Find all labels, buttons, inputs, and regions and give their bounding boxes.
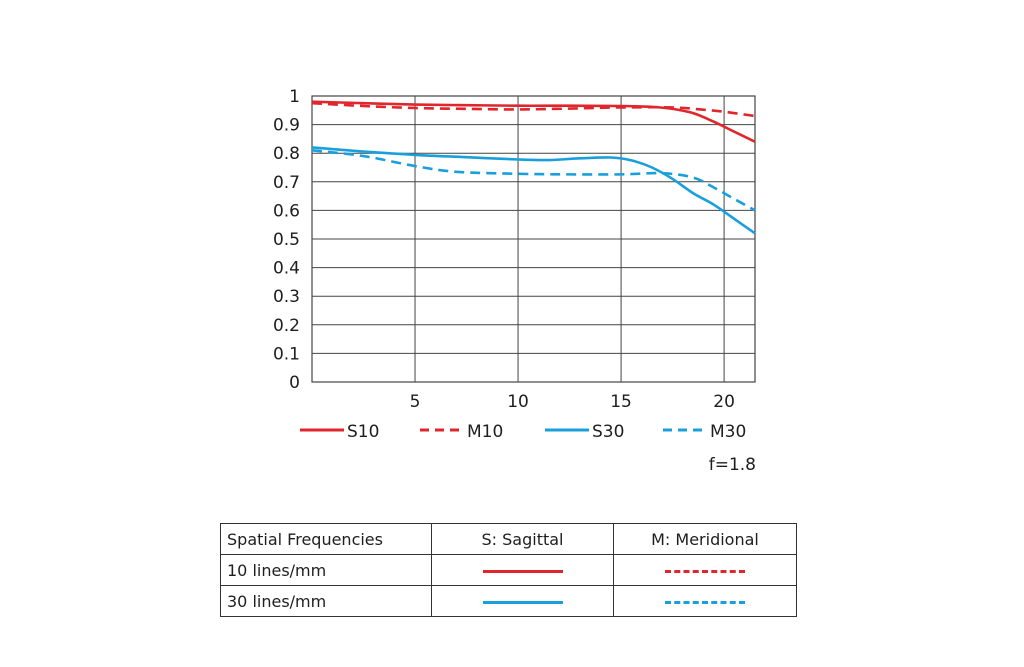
x-tick-labels: 5 10 15 20: [410, 392, 735, 412]
mtf-chart: 0 0.1 0.2 0.3 0.4 0.5 0.6 0.7 0.8 0.9 1 5 10 15 20 S1…: [273, 87, 756, 442]
legend-label: S10: [347, 422, 379, 442]
y-tick-label: 0.2: [273, 316, 300, 336]
meridional-10-swatch: [665, 569, 745, 573]
y-tick-label: 0.7: [273, 173, 300, 193]
chart-grid: [311, 95, 756, 383]
series-line-m10: [311, 101, 756, 118]
y-tick-label: 0: [289, 373, 300, 393]
y-tick-label: 0.1: [273, 344, 300, 364]
table-header-row: Spatial Frequencies S: Sagittal M: Merid…: [220, 523, 797, 555]
y-tick-label: 1: [289, 87, 300, 107]
sagittal-10-swatch: [482, 569, 563, 573]
y-tick-label: 0.3: [273, 287, 300, 307]
table-header: Spatial Frequencies: [220, 523, 432, 555]
y-tick-label: 0.5: [273, 230, 300, 250]
aperture-note: f=1.8: [708, 455, 756, 475]
y-tick-label: 0.6: [273, 201, 300, 221]
x-tick-label: 5: [410, 392, 421, 412]
table-cell: [613, 554, 797, 586]
legend-label: S30: [592, 422, 624, 442]
chart-legend: S10 M10 S30 M30: [300, 422, 746, 442]
legend-item-s10: S10: [300, 422, 379, 442]
table-header: S: Sagittal: [431, 523, 614, 555]
table-cell: [613, 585, 797, 617]
table-row: 30 lines/mm: [220, 585, 797, 617]
table-header: M: Meridional: [613, 523, 797, 555]
meridional-30-swatch: [665, 600, 745, 604]
x-tick-label: 15: [610, 392, 632, 412]
series-line-m30: [311, 149, 756, 212]
plot-border: [311, 95, 756, 383]
line-key-table: Spatial Frequencies S: Sagittal M: Merid…: [220, 523, 797, 617]
table-cell: [431, 585, 614, 617]
table-cell: [431, 554, 614, 586]
x-tick-label: 20: [713, 392, 735, 412]
y-tick-label: 0.8: [273, 144, 300, 164]
chart-series: [311, 100, 756, 235]
table-cell: 30 lines/mm: [220, 585, 432, 617]
legend-label: M30: [710, 422, 746, 442]
y-tick-labels: 0 0.1 0.2 0.3 0.4 0.5 0.6 0.7 0.8 0.9 1: [273, 87, 300, 393]
table-cell: 10 lines/mm: [220, 554, 432, 586]
legend-item-m30: M30: [663, 422, 746, 442]
series-line-s10: [311, 100, 756, 143]
series-line-s30: [311, 146, 756, 235]
table-row: 10 lines/mm: [220, 554, 797, 586]
y-tick-label: 0.9: [273, 116, 300, 136]
y-tick-label: 0.4: [273, 259, 300, 279]
x-tick-label: 10: [507, 392, 529, 412]
legend-item-m10: M10: [420, 422, 503, 442]
sagittal-30-swatch: [482, 600, 563, 604]
legend-item-s30: S30: [545, 422, 624, 442]
legend-label: M10: [467, 422, 503, 442]
